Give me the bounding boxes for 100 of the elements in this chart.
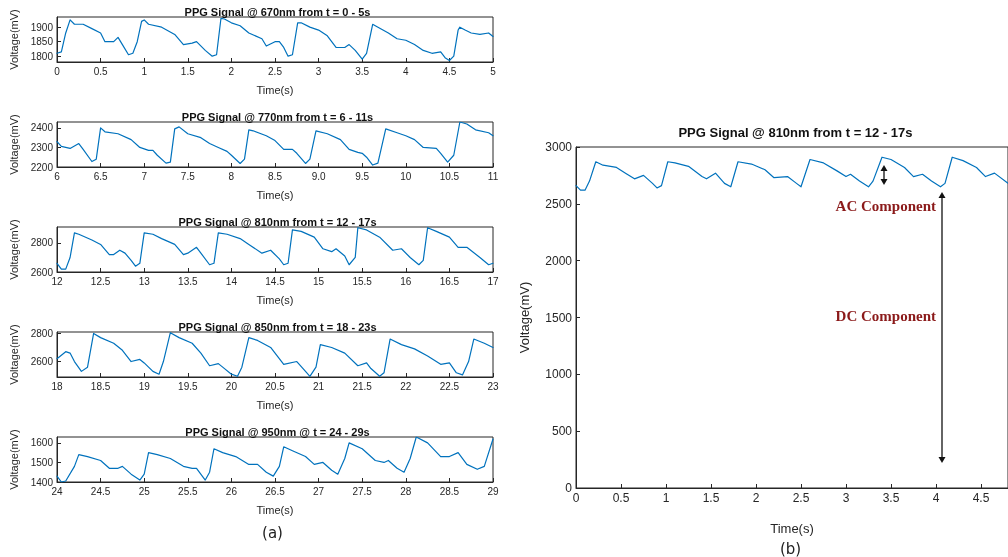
- x-tick-label: 3: [842, 491, 850, 505]
- y-tick-label: 1400: [30, 476, 54, 488]
- line-series: [56, 227, 494, 270]
- annotation: DC Component: [835, 308, 936, 324]
- x-tick-label: 3.5: [882, 491, 900, 505]
- chart-title: PPG Signal @ 670nm from t = 0 - 5s: [184, 5, 371, 18]
- x-tick-label: 22: [400, 380, 412, 392]
- x-tick-label: 4.5: [972, 491, 990, 505]
- x-tick-label: 0.5: [612, 491, 630, 505]
- x-tick-label: 27: [313, 485, 325, 497]
- text: (b): [778, 540, 803, 557]
- x-tick-label: 10.5: [439, 170, 460, 182]
- y-axis-title: Voltage(mV): [7, 429, 20, 490]
- x-tick-label: 18.5: [90, 380, 111, 392]
- x-tick-label: 4: [403, 65, 410, 77]
- x-tick-label: 3: [315, 65, 322, 77]
- x-tick-label: 1.5: [702, 491, 720, 505]
- line-series: [575, 156, 1008, 191]
- x-tick-label: 1.5: [180, 65, 196, 77]
- x-tick-label: 7: [141, 170, 148, 182]
- y-tick-label: 1900: [30, 21, 54, 33]
- text: (a): [261, 524, 284, 542]
- x-tick-label: 5: [490, 65, 497, 77]
- x-axis-title: Time(s): [256, 398, 294, 411]
- x-tick-label: 22.5: [439, 380, 460, 392]
- x-tick-label: 20: [225, 380, 238, 392]
- x-axis-title: Time(s): [256, 503, 294, 516]
- x-tick-label: 18: [51, 380, 63, 392]
- x-tick-label: 2: [752, 491, 760, 505]
- chart-title: PPG Signal @ 810nm from t = 12 - 17s: [678, 125, 913, 140]
- y-tick-label: 2500: [545, 196, 573, 211]
- y-tick-label: 2400: [30, 122, 54, 134]
- x-tick-label: 16.5: [439, 275, 460, 287]
- x-tick-label: 3.5: [355, 65, 370, 77]
- x-tick-label: 8: [228, 170, 235, 182]
- x-tick-label: 12.5: [90, 275, 111, 287]
- y-tick-label: 1600: [30, 437, 54, 449]
- x-tick-label: 12: [51, 275, 63, 287]
- x-tick-label: 20.5: [265, 380, 286, 392]
- x-tick-label: 1: [141, 65, 148, 77]
- x-axis-title: Time(s): [256, 188, 294, 201]
- line-series: [56, 121, 494, 166]
- y-axis-title: Voltage(mV): [7, 114, 20, 175]
- x-tick-label: 17: [487, 275, 499, 287]
- x-tick-label: 10: [400, 170, 412, 182]
- x-tick-label: 28.5: [439, 485, 460, 497]
- x-tick-label: 23: [487, 380, 499, 392]
- y-axis-title: Voltage(mV): [7, 219, 20, 280]
- x-axis-title: Time(s): [256, 83, 294, 96]
- y-axis-title: Voltage(mV): [7, 9, 20, 70]
- x-tick-label: 2.5: [268, 65, 283, 77]
- y-tick-label: 2000: [545, 253, 573, 268]
- y-tick-label: 2600: [30, 356, 54, 368]
- x-tick-label: 28: [400, 485, 412, 497]
- chart-title: PPG Signal @ 810nm from t = 12 - 17s: [178, 215, 377, 228]
- x-tick-label: 15.5: [352, 275, 373, 287]
- x-tick-label: 4.5: [442, 65, 457, 77]
- annotation: AC Component: [835, 198, 936, 214]
- y-tick-label: 2600: [30, 266, 54, 278]
- x-tick-label: 2.5: [792, 491, 810, 505]
- y-tick-label: 2800: [30, 327, 54, 339]
- x-tick-label: 21: [313, 380, 325, 392]
- x-tick-label: 0.5: [93, 65, 108, 77]
- x-tick-label: 14: [225, 275, 238, 287]
- line-series: [56, 332, 494, 377]
- chart-title: PPG Signal @ 850nm from t = 18 - 23s: [178, 320, 377, 333]
- x-tick-label: 29: [487, 485, 499, 497]
- x-axis-title: Time(s): [770, 521, 814, 536]
- line-series: [56, 17, 494, 62]
- x-tick-label: 27.5: [352, 485, 373, 497]
- x-tick-label: 19.5: [178, 380, 198, 392]
- chart-title: PPG Signal @ 950nm @ t = 24 - 29s: [185, 425, 370, 438]
- x-tick-label: 9.0: [311, 170, 326, 182]
- x-tick-label: 24: [51, 485, 63, 497]
- x-tick-label: 15: [313, 275, 325, 287]
- y-tick-label: 1500: [30, 456, 54, 468]
- x-tick-label: 19: [138, 380, 151, 392]
- x-tick-label: 26.5: [265, 485, 286, 497]
- x-tick-label: 25: [138, 485, 151, 497]
- x-tick-label: 6: [54, 170, 61, 182]
- x-tick-label: 8.5: [268, 170, 283, 182]
- y-tick-label: 1500: [545, 310, 573, 325]
- x-tick-label: 4: [932, 491, 940, 505]
- x-tick-label: 6.5: [93, 170, 108, 182]
- x-tick-label: 2: [228, 65, 235, 77]
- chart-title: PPG Signal @ 770nm from t = 6 - 11s: [181, 110, 374, 123]
- x-tick-label: 24.5: [90, 485, 111, 497]
- x-tick-label: 9.5: [355, 170, 370, 182]
- x-tick-label: 1: [662, 491, 670, 505]
- x-tick-label: 13.5: [178, 275, 198, 287]
- y-tick-label: 3000: [545, 140, 573, 154]
- y-tick-label: 500: [551, 424, 573, 439]
- line-series: [56, 436, 494, 483]
- y-axis-title: Voltage(mV): [7, 324, 20, 385]
- y-tick-label: 1000: [545, 367, 573, 382]
- y-axis-title: Voltage(mV): [517, 281, 532, 354]
- x-tick-label: 26: [225, 485, 238, 497]
- x-tick-label: 7.5: [180, 170, 196, 182]
- x-axis-title: Time(s): [256, 293, 294, 306]
- y-tick-label: 1800: [30, 50, 54, 62]
